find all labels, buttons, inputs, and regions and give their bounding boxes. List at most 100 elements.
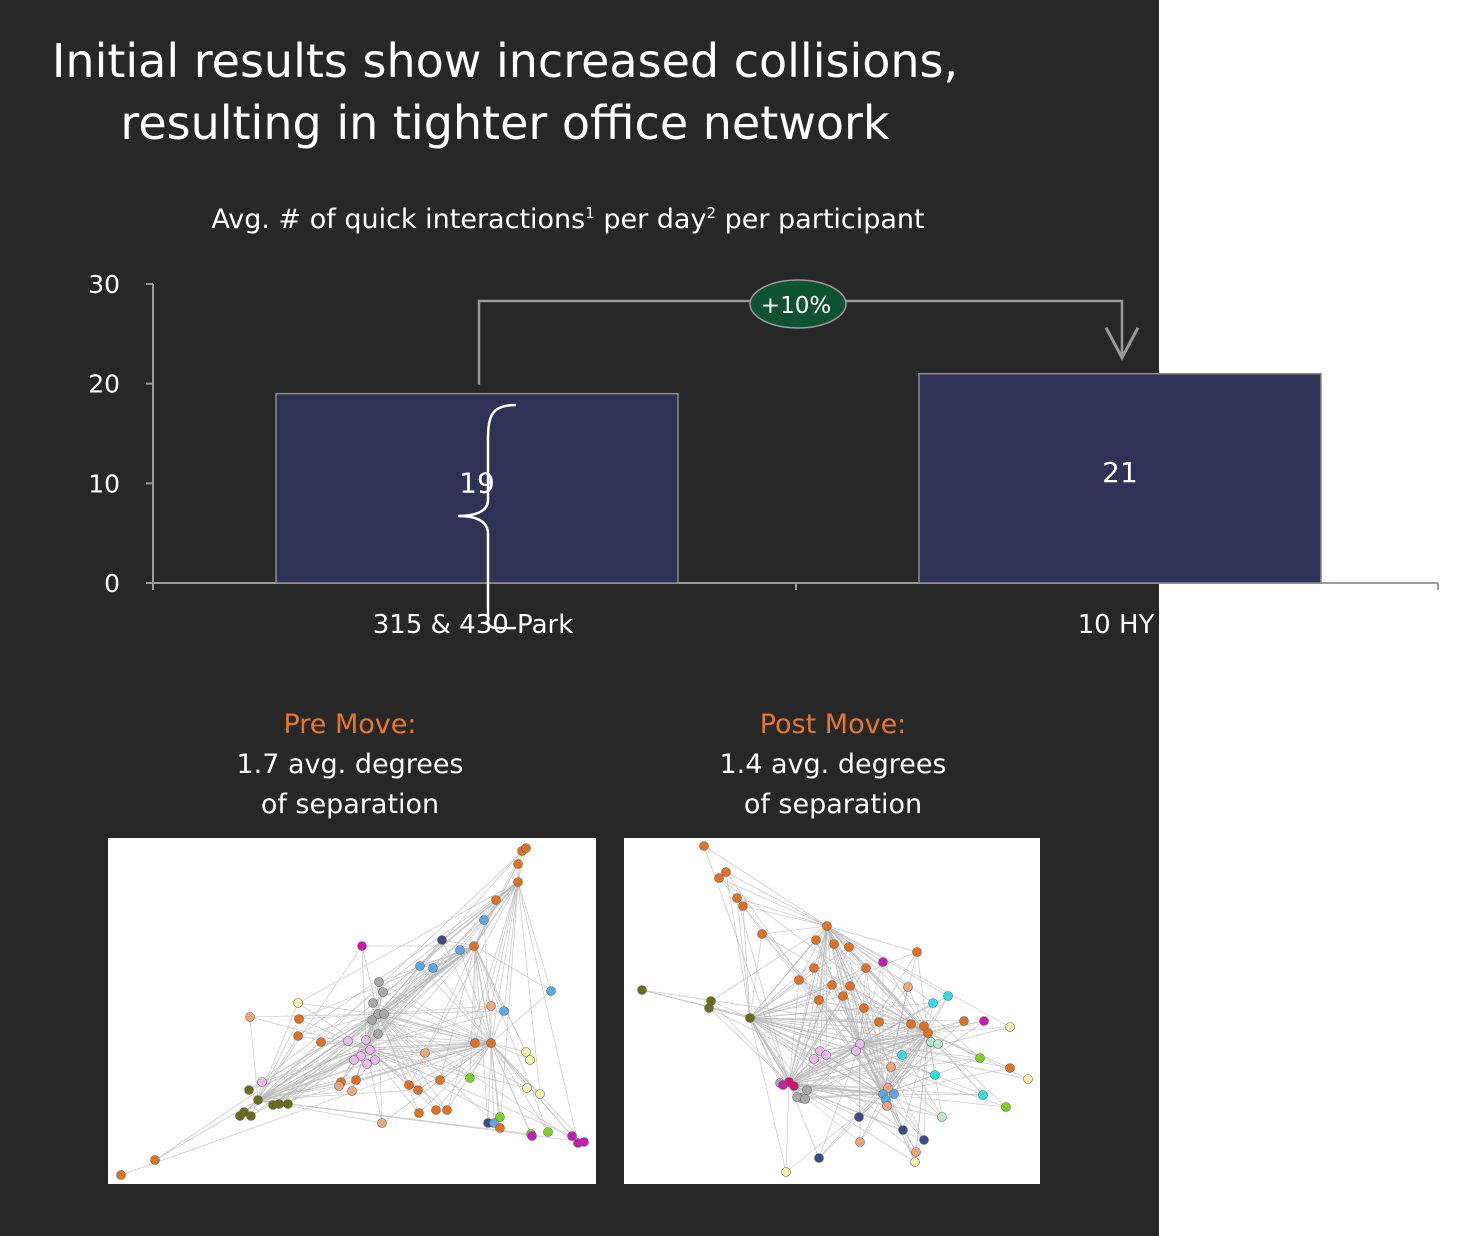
network-edge bbox=[863, 1007, 929, 1034]
network-edge bbox=[287, 1013, 379, 1105]
network-edge bbox=[927, 1020, 985, 1034]
network-edge bbox=[749, 1017, 861, 1045]
network-edge bbox=[473, 881, 519, 947]
network-node bbox=[567, 1131, 577, 1141]
network-edge bbox=[749, 985, 851, 1019]
network-edge bbox=[297, 1002, 379, 1015]
network-node bbox=[923, 1028, 933, 1038]
post-move-line1: 1.4 avg. degrees bbox=[719, 749, 947, 780]
network-node bbox=[513, 859, 523, 869]
network-node bbox=[975, 1053, 985, 1063]
network-node bbox=[245, 1012, 255, 1022]
network-edge bbox=[882, 1020, 985, 1095]
network-node bbox=[809, 963, 819, 973]
network-edge bbox=[806, 925, 828, 1091]
network-edge bbox=[749, 1017, 787, 1173]
curly-brace bbox=[457, 403, 517, 630]
network-edge bbox=[927, 1020, 965, 1034]
bar bbox=[918, 372, 1322, 584]
network-edge bbox=[417, 1042, 492, 1091]
network-node bbox=[811, 935, 821, 945]
network-node bbox=[757, 929, 767, 939]
network-node bbox=[535, 1089, 545, 1099]
network-node bbox=[362, 1059, 372, 1069]
network-edge bbox=[432, 967, 492, 1044]
network-node bbox=[543, 1127, 553, 1137]
network-node bbox=[373, 1029, 383, 1039]
network-edge bbox=[490, 881, 519, 1044]
network-edge bbox=[432, 881, 519, 969]
network-node bbox=[365, 1045, 375, 1055]
network-node bbox=[1001, 1102, 1011, 1112]
network-node bbox=[246, 1111, 256, 1121]
network-edge bbox=[742, 905, 751, 1019]
y-tick-label: 30 bbox=[88, 270, 120, 299]
network-edge bbox=[749, 1017, 932, 1043]
network-node bbox=[1005, 1022, 1015, 1032]
network-node bbox=[235, 1111, 245, 1121]
network-node bbox=[1005, 1063, 1015, 1073]
network-node bbox=[781, 1167, 791, 1177]
network-node bbox=[978, 1090, 988, 1100]
network-edge bbox=[927, 1026, 1011, 1034]
network-edge bbox=[749, 979, 800, 1019]
network-node bbox=[809, 1054, 819, 1064]
network-edge bbox=[503, 881, 519, 1012]
network-node bbox=[792, 1092, 802, 1102]
network-node bbox=[334, 1081, 344, 1091]
network-edge bbox=[749, 1017, 917, 1153]
network-edge bbox=[490, 1042, 579, 1144]
network-edge bbox=[749, 1017, 784, 1086]
network-node bbox=[521, 843, 531, 853]
change-badge-label: +10% bbox=[761, 293, 831, 319]
network-edge bbox=[800, 1032, 929, 1099]
post-move-line2: of separation bbox=[743, 789, 923, 820]
network-edge bbox=[788, 925, 828, 1083]
network-edge bbox=[725, 871, 751, 1019]
network-edge bbox=[882, 1067, 1011, 1095]
network-edge bbox=[377, 967, 434, 1015]
network-edge bbox=[297, 881, 519, 1037]
network-edge bbox=[483, 919, 492, 1044]
network-edge bbox=[890, 1032, 929, 1068]
network-node bbox=[933, 1039, 943, 1049]
network-node bbox=[420, 1048, 430, 1058]
y-tick-label: 0 bbox=[104, 569, 120, 598]
network-edge bbox=[818, 1043, 861, 1159]
network-edge bbox=[749, 1017, 904, 1131]
network-node bbox=[903, 982, 913, 992]
network-edge bbox=[487, 1042, 492, 1124]
network-node bbox=[469, 941, 479, 951]
network-edge bbox=[826, 925, 984, 1096]
network-edge bbox=[249, 1013, 379, 1018]
network-node bbox=[714, 873, 724, 883]
y-tick-label: 10 bbox=[88, 469, 120, 498]
network-edge bbox=[813, 925, 828, 969]
network-node bbox=[738, 901, 748, 911]
network-edge bbox=[813, 925, 828, 1060]
network-edge bbox=[826, 925, 918, 953]
network-node bbox=[470, 1038, 480, 1048]
network-edge bbox=[120, 1042, 492, 1176]
network-edge bbox=[749, 1017, 965, 1022]
network-node bbox=[253, 1095, 263, 1105]
network-edge bbox=[779, 1043, 861, 1084]
network-node bbox=[343, 1036, 353, 1046]
network-edge bbox=[859, 1007, 865, 1045]
network-edge bbox=[499, 881, 519, 1129]
network-node bbox=[721, 867, 731, 877]
network-edge bbox=[927, 995, 949, 1034]
network-edge bbox=[826, 925, 925, 1141]
network-edge bbox=[818, 1032, 929, 1159]
network-edge bbox=[517, 881, 541, 1095]
network-edge bbox=[365, 1047, 426, 1054]
network-node bbox=[486, 1001, 496, 1011]
pre-move-line2: of separation bbox=[260, 789, 440, 820]
network-edge bbox=[927, 1032, 1011, 1069]
network-edge bbox=[365, 1039, 492, 1044]
network-node bbox=[911, 1147, 921, 1157]
comparison-arrowhead bbox=[1104, 326, 1140, 361]
network-node bbox=[116, 1170, 126, 1180]
network-node bbox=[274, 1099, 284, 1109]
network-edge bbox=[377, 1013, 492, 1044]
